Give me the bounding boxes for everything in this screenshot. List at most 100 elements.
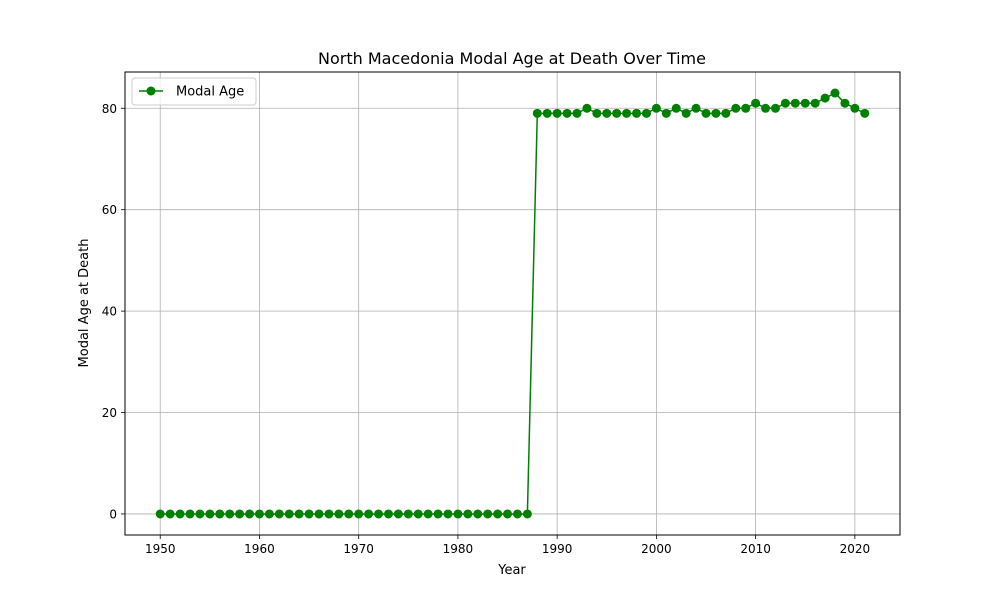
data-point [423, 509, 433, 519]
legend-box [131, 77, 257, 106]
x-tick-label: 2020 [840, 542, 871, 556]
data-point [354, 509, 364, 519]
x-axis: 1950 1960 1970 1980 1990 2000 2010 2020 [145, 535, 870, 556]
data-point [314, 509, 324, 519]
data-point [542, 108, 552, 118]
y-tick-label: 40 [102, 305, 117, 319]
data-point [770, 103, 780, 113]
chart-title: North Macedonia Modal Age at Death Over … [318, 49, 706, 68]
data-point [780, 98, 790, 108]
data-point [860, 108, 870, 118]
data-point [721, 108, 731, 118]
data-point [612, 108, 622, 118]
data-point [463, 509, 473, 519]
x-tick-label: 1970 [343, 542, 374, 556]
grid [125, 72, 900, 535]
data-point [274, 509, 284, 519]
data-point [215, 509, 225, 519]
data-point [304, 509, 314, 519]
y-axis: 0 20 40 60 80 [102, 102, 125, 521]
y-tick-label: 20 [102, 406, 117, 420]
data-point [552, 108, 562, 118]
data-point [334, 509, 344, 519]
data-point [592, 108, 602, 118]
legend-marker-swatch [146, 86, 156, 96]
data-point [264, 509, 274, 519]
data-point [443, 509, 453, 519]
data-point [820, 93, 830, 103]
x-tick-label: 1950 [145, 542, 176, 556]
data-point [165, 509, 175, 519]
data-point [761, 103, 771, 113]
data-point [512, 509, 522, 519]
data-point [195, 509, 205, 519]
data-point [790, 98, 800, 108]
data-point [671, 103, 681, 113]
data-point [800, 98, 810, 108]
x-tick-label: 2000 [641, 542, 672, 556]
data-point [284, 509, 294, 519]
data-point [810, 98, 820, 108]
data-point [175, 509, 185, 519]
data-point [751, 98, 761, 108]
data-point [691, 103, 701, 113]
x-tick-label: 1980 [443, 542, 474, 556]
data-point [393, 509, 403, 519]
data-point [225, 509, 235, 519]
x-tick-label: 1990 [542, 542, 573, 556]
data-point [473, 509, 483, 519]
data-point [572, 108, 582, 118]
data-point [383, 509, 393, 519]
data-point [622, 108, 632, 118]
data-point [324, 509, 334, 519]
data-point [155, 509, 165, 519]
series-line [160, 92, 866, 515]
y-tick-label: 80 [102, 102, 117, 116]
data-point [711, 108, 721, 118]
data-point [532, 108, 542, 118]
data-point [562, 108, 572, 118]
data-point [413, 509, 423, 519]
data-point [205, 509, 215, 519]
data-point [701, 108, 711, 118]
data-point [661, 108, 671, 118]
data-point [602, 108, 612, 118]
data-point [235, 509, 245, 519]
data-point [344, 509, 354, 519]
data-point [433, 509, 443, 519]
data-point [741, 103, 751, 113]
data-point [632, 108, 642, 118]
data-point [681, 108, 691, 118]
data-point [493, 509, 503, 519]
x-tick-label: 1960 [244, 542, 275, 556]
data-point [840, 98, 850, 108]
data-point [185, 509, 195, 519]
data-point [651, 103, 661, 113]
data-point [731, 103, 741, 113]
data-point [294, 509, 304, 519]
data-point [374, 509, 384, 519]
data-point [364, 509, 374, 519]
data-point [483, 509, 493, 519]
data-point [503, 509, 513, 519]
y-tick-label: 0 [109, 507, 117, 521]
x-tick-label: 2010 [740, 542, 771, 556]
series-modal-age [155, 88, 870, 519]
data-point [582, 103, 592, 113]
data-point [522, 509, 532, 519]
legend: Modal Age [131, 77, 257, 106]
plot-frame [124, 71, 901, 536]
y-tick-label: 60 [102, 203, 117, 217]
legend-entry-modal-age: Modal Age [176, 85, 244, 100]
data-point [403, 509, 413, 519]
data-point [453, 509, 463, 519]
data-point [254, 509, 264, 519]
y-axis-label: Modal Age at Death [77, 239, 92, 368]
data-point [850, 103, 860, 113]
x-axis-label: Year [497, 563, 526, 578]
data-point [830, 88, 840, 98]
data-point [641, 108, 651, 118]
data-point [245, 509, 255, 519]
